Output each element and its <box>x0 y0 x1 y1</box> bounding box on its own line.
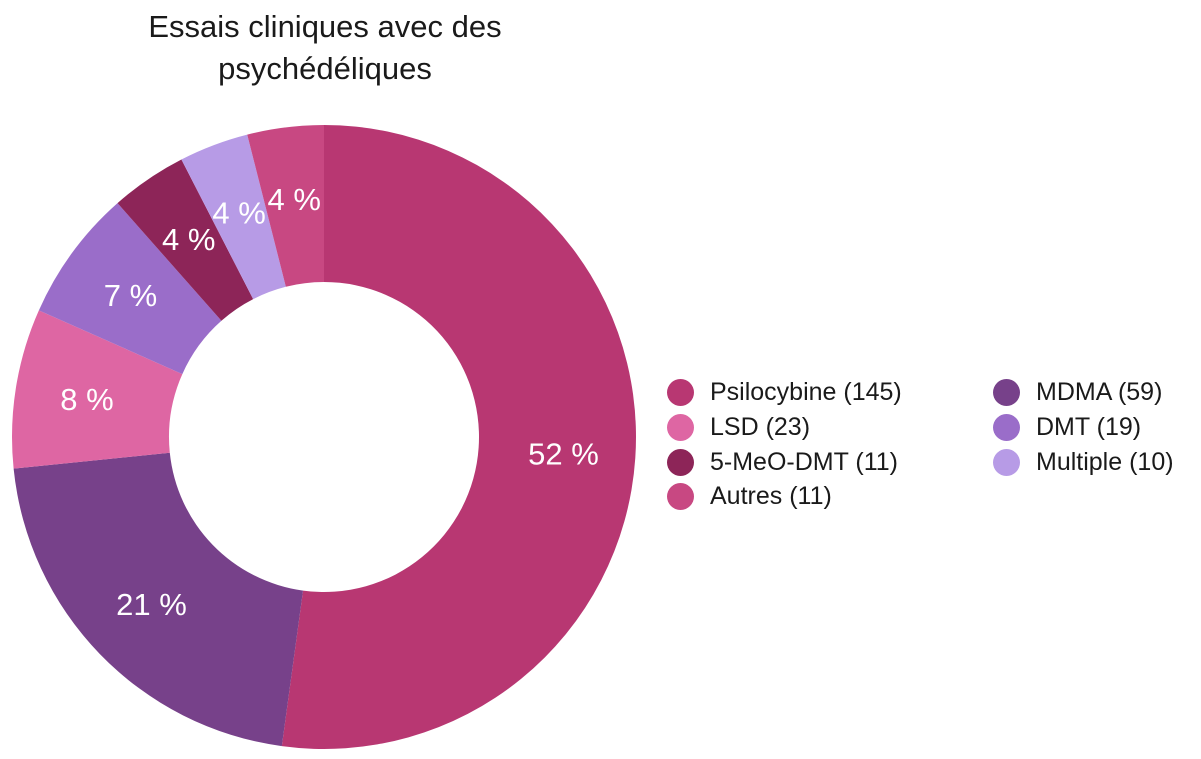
slice-mdma <box>13 452 304 747</box>
legend-swatch-lsd <box>667 413 694 441</box>
legend-swatch-mdma <box>993 378 1020 406</box>
legend-label-lsd: LSD (23) <box>710 412 811 441</box>
legend-swatch-autres <box>667 482 694 510</box>
slice-autres <box>247 125 324 287</box>
slice-label-5-meo-dmt: 4 % <box>162 222 215 257</box>
legend-item-psilocybine: Psilocybine (145) <box>667 375 902 409</box>
slice-label-autres: 4 % <box>268 182 321 217</box>
slice-label-multiple: 4 % <box>212 196 265 231</box>
legend-item-autres: Autres (11) <box>667 479 832 513</box>
legend-item-dmt: DMT (19) <box>993 410 1141 444</box>
legend-item-lsd: LSD (23) <box>667 410 810 444</box>
slice-multiple <box>181 134 286 300</box>
legend-swatch-psilocybine <box>667 378 694 406</box>
chart-title: Essais cliniques avec des psychédéliques <box>148 9 502 86</box>
legend-item-mdma: MDMA (59) <box>993 375 1162 409</box>
slice-5-meo-dmt <box>117 159 254 321</box>
legend-swatch-dmt <box>993 413 1020 441</box>
legend-label-mdma: MDMA (59) <box>1036 377 1163 406</box>
slice-label-psilocybine: 52 % <box>528 436 599 471</box>
slice-dmt <box>38 203 222 375</box>
slice-label-mdma: 21 % <box>116 587 187 622</box>
slice-label-lsd: 8 % <box>60 382 113 417</box>
legend-swatch-5-meo-dmt <box>667 448 694 476</box>
legend-label-5-meo-dmt: 5-MeO-DMT (11) <box>710 447 898 476</box>
legend-label-dmt: DMT (19) <box>1036 412 1142 441</box>
legend-swatch-multiple <box>993 448 1020 476</box>
legend-item-5-meo-dmt: 5-MeO-DMT (11) <box>667 445 898 479</box>
legend-label-multiple: Multiple (10) <box>1036 447 1174 476</box>
slice-label-dmt: 7 % <box>104 278 157 313</box>
legend-item-multiple: Multiple (10) <box>993 445 1174 479</box>
legend-label-psilocybine: Psilocybine (145) <box>710 377 902 406</box>
legend-label-autres: Autres (11) <box>710 481 832 510</box>
donut-chart: 52 %21 %8 %7 %4 %4 % 4 % <box>11 125 636 749</box>
slice-psilocybine <box>281 125 636 749</box>
slice-lsd <box>11 310 183 469</box>
